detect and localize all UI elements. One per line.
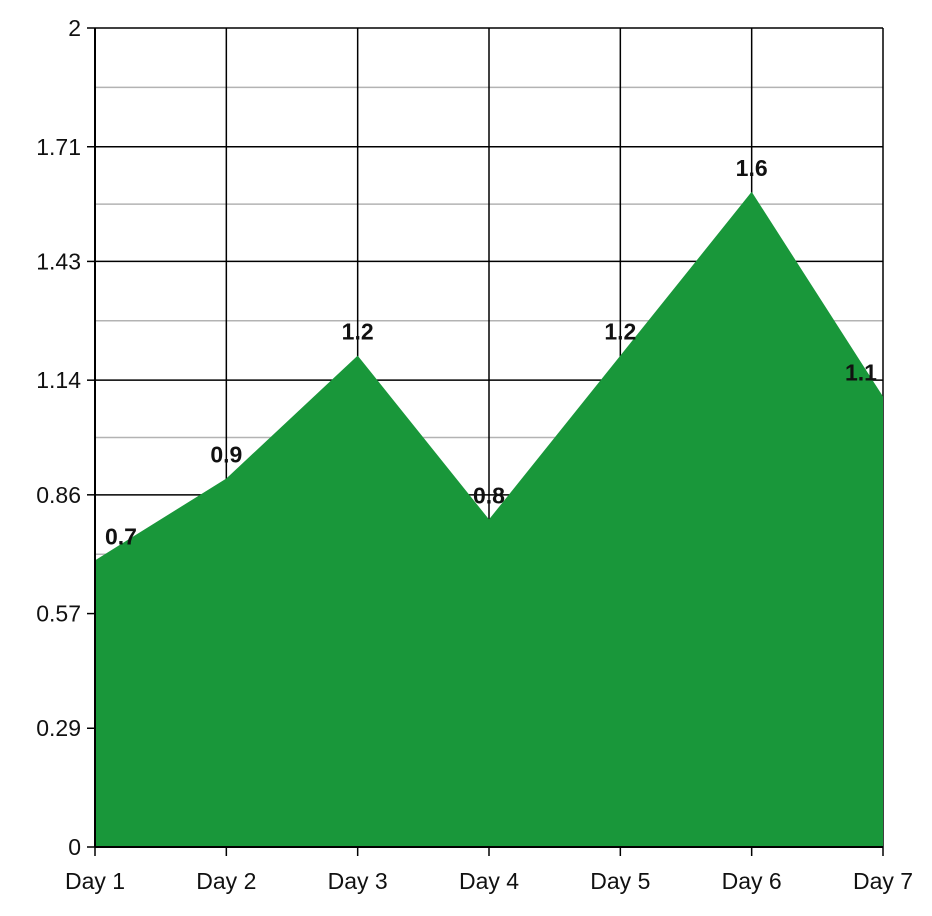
data-label: 0.9 — [210, 441, 242, 467]
y-axis-ticks: 0 0.29 0.57 0.86 1.14 1.43 1.71 2 — [36, 15, 95, 860]
y-tick-label: 0.29 — [36, 715, 81, 741]
y-tick-label: 0.57 — [36, 601, 81, 627]
x-tick-label: Day 6 — [722, 868, 782, 894]
data-label: 0.7 — [105, 523, 137, 549]
y-tick-label: 1.14 — [36, 367, 81, 393]
data-label: 1.2 — [604, 319, 636, 345]
y-tick-label: 0.86 — [36, 482, 81, 508]
data-label: 0.8 — [473, 482, 505, 508]
x-tick-label: Day 7 — [853, 868, 913, 894]
y-tick-label: 1.71 — [36, 134, 81, 160]
x-tick-label: Day 1 — [65, 868, 125, 894]
y-tick-label: 2 — [68, 15, 81, 41]
data-label: 1.6 — [736, 155, 768, 181]
y-tick-label: 0 — [68, 834, 81, 860]
y-tick-label: 1.43 — [36, 248, 81, 274]
data-labels: 0.7 0.9 1.2 0.8 1.2 1.6 1.1 — [105, 155, 877, 550]
data-label: 1.2 — [342, 319, 374, 345]
data-label: 1.1 — [845, 360, 877, 386]
x-tick-label: Day 2 — [196, 868, 256, 894]
x-tick-label: Day 4 — [459, 868, 519, 894]
area-series — [95, 191, 883, 848]
x-tick-label: Day 3 — [328, 868, 388, 894]
x-tick-label: Day 5 — [590, 868, 650, 894]
x-axis-ticks: Day 1 Day 2 Day 3 Day 4 Day 5 Day 6 Day 7 — [65, 847, 913, 894]
